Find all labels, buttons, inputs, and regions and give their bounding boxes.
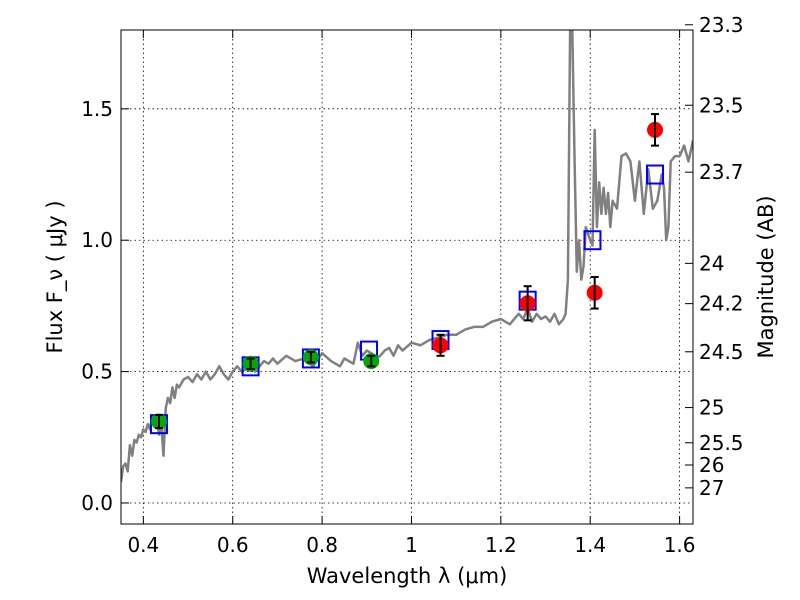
right-tick-label: 23.3 (699, 13, 744, 37)
y-axis-label: Flux F_ν ( μJy ) (43, 200, 68, 353)
right-tick-label: 25.5 (699, 431, 744, 455)
x-tick-label: 1.4 (574, 533, 606, 557)
right-tick-label: 23.7 (699, 160, 744, 184)
right-tick-label: 25 (699, 396, 724, 420)
right-axis-label: Magnitude (AB) (754, 195, 778, 358)
y-tick-label: 1.0 (81, 228, 113, 252)
y-tick-label: 0.5 (81, 360, 113, 384)
x-tick-label: 0.4 (127, 533, 159, 557)
spectrum-line (121, 30, 693, 483)
x-tick-label: 0.6 (217, 533, 249, 557)
y-tick-label: 0.0 (81, 491, 113, 515)
model-square-point (583, 230, 602, 251)
photometry-markers (149, 113, 665, 435)
y-tick-label: 1.5 (81, 97, 113, 121)
grid-lines (121, 30, 693, 524)
right-tick-label: 24.5 (699, 340, 744, 364)
model-square-point (646, 164, 665, 185)
right-tick-label: 23.5 (699, 93, 744, 117)
spectrum-line-series (121, 30, 693, 483)
x-axis-label: Wavelength λ (μm) (307, 564, 508, 588)
x-tick-label: 1.6 (664, 533, 696, 557)
right-tick-label: 27 (699, 476, 724, 500)
x-tick-label: 0.8 (306, 533, 338, 557)
x-tick-label: 1 (405, 533, 418, 557)
right-tick-label: 24 (699, 251, 724, 275)
right-tick-label: 26 (699, 453, 724, 477)
x-tick-label: 1.2 (485, 533, 517, 557)
plot-frame (120, 29, 694, 525)
right-tick-label: 24.2 (699, 292, 744, 316)
axis-ticks: 0.4 0.6 0.8 1 1.2 1.4 1.6 0.0 0.5 1.0 1.5 23.3 23.5 2… (81, 13, 743, 557)
